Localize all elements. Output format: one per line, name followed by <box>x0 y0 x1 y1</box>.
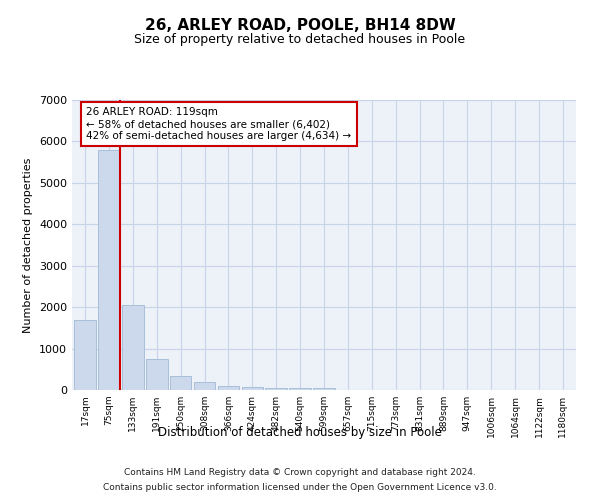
Bar <box>74 320 96 390</box>
Bar <box>122 305 143 390</box>
Text: Distribution of detached houses by size in Poole: Distribution of detached houses by size … <box>158 426 442 439</box>
Text: Size of property relative to detached houses in Poole: Size of property relative to detached ho… <box>134 32 466 46</box>
Text: Contains public sector information licensed under the Open Government Licence v3: Contains public sector information licen… <box>103 483 497 492</box>
Bar <box>242 386 263 390</box>
Bar <box>98 150 120 390</box>
Y-axis label: Number of detached properties: Number of detached properties <box>23 158 34 332</box>
Bar <box>170 376 191 390</box>
Bar <box>265 388 287 390</box>
Text: 26, ARLEY ROAD, POOLE, BH14 8DW: 26, ARLEY ROAD, POOLE, BH14 8DW <box>145 18 455 32</box>
Text: 26 ARLEY ROAD: 119sqm
← 58% of detached houses are smaller (6,402)
42% of semi-d: 26 ARLEY ROAD: 119sqm ← 58% of detached … <box>86 108 352 140</box>
Bar <box>146 359 167 390</box>
Bar <box>313 388 335 390</box>
Bar <box>218 386 239 390</box>
Bar <box>194 382 215 390</box>
Text: Contains HM Land Registry data © Crown copyright and database right 2024.: Contains HM Land Registry data © Crown c… <box>124 468 476 477</box>
Bar <box>289 388 311 390</box>
